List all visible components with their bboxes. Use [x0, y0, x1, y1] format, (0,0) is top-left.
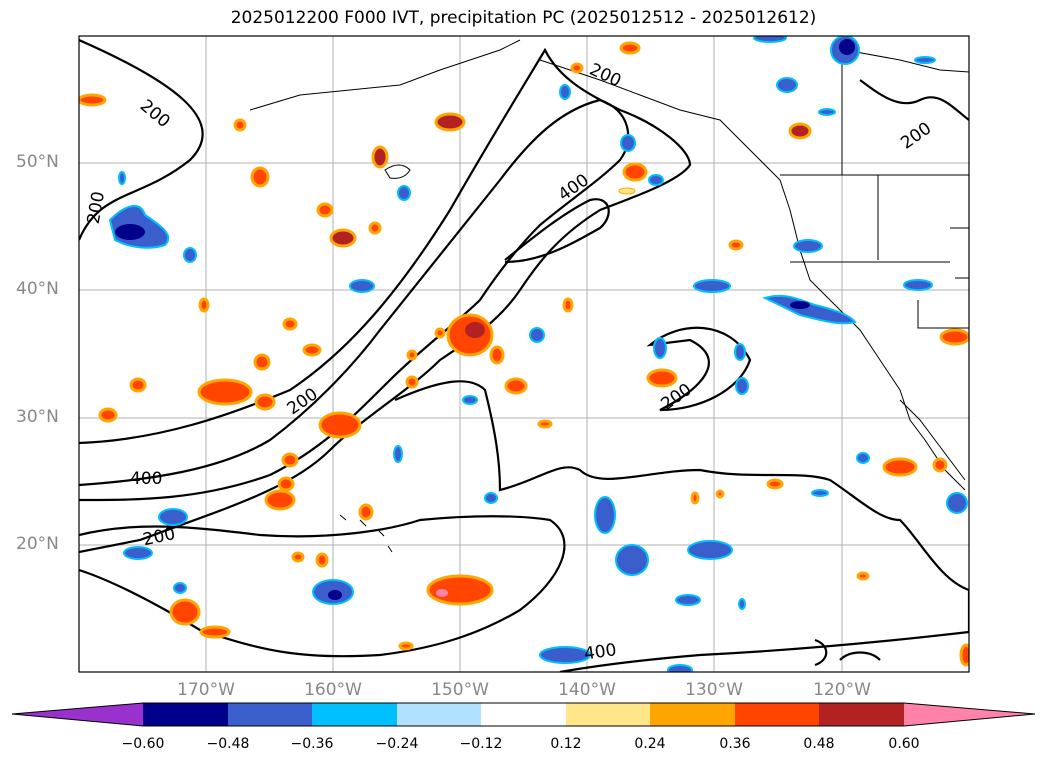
colorbar-bin — [143, 703, 228, 726]
lon-label: 130°W — [685, 680, 743, 700]
colorbar-bin — [735, 703, 819, 726]
contour-label: 200 — [897, 119, 935, 154]
precip-negative — [108, 36, 968, 672]
colorbar-bin — [819, 703, 904, 726]
colorbar-tick: −0.60 — [121, 736, 165, 752]
colorbar-bin — [566, 703, 650, 726]
colorbar-tick: −0.24 — [375, 736, 419, 752]
colorbar-tick: 0.24 — [634, 736, 666, 752]
colorbar-tick: 0.60 — [888, 736, 920, 752]
colorbar-bin — [650, 703, 735, 726]
colorbar-bin — [397, 703, 481, 726]
map-body: 200 200 200 400 200 200 200 400 200 400 — [79, 36, 969, 672]
colorbar-bin — [481, 703, 566, 726]
colorbar-bin — [228, 703, 312, 726]
contour-label: 200 — [136, 96, 174, 132]
colorbar-extend-low — [12, 703, 143, 726]
lon-label: 140°W — [558, 680, 616, 700]
lon-label: 150°W — [431, 680, 489, 700]
colorbar-tick: −0.36 — [290, 736, 334, 752]
coastlines — [249, 36, 969, 553]
contour-label: 200 — [141, 524, 177, 550]
colorbar-tick: −0.12 — [459, 736, 503, 752]
gridlines — [79, 36, 969, 672]
lon-label: 120°W — [813, 680, 871, 700]
map-frame — [78, 35, 970, 673]
lon-label: 170°W — [177, 680, 235, 700]
colorbar-extend-high — [904, 703, 1035, 726]
lat-label: 30°N — [16, 407, 59, 427]
precip-positive — [79, 41, 969, 667]
contour-label: 400 — [130, 469, 162, 489]
lat-label: 40°N — [16, 279, 59, 299]
colorbar-tick: 0.12 — [550, 736, 582, 752]
lat-label: 20°N — [16, 534, 59, 554]
map-title: 2025012200 F000 IVT, precipitation PC (2… — [230, 8, 817, 28]
lat-label: 50°N — [16, 152, 59, 172]
colorbar-tick: −0.48 — [206, 736, 250, 752]
colorbar-bin — [312, 703, 397, 726]
contour-labels: 200 200 200 400 200 200 200 400 200 400 — [84, 60, 936, 665]
lon-label: 160°W — [304, 680, 362, 700]
contour-label: 200 — [84, 190, 109, 225]
ivt-contours — [79, 38, 969, 672]
colorbar-tick: 0.48 — [803, 736, 835, 752]
colorbar-tick: 0.36 — [719, 736, 751, 752]
contour-label: 400 — [583, 640, 618, 664]
colorbar — [11, 702, 1036, 727]
